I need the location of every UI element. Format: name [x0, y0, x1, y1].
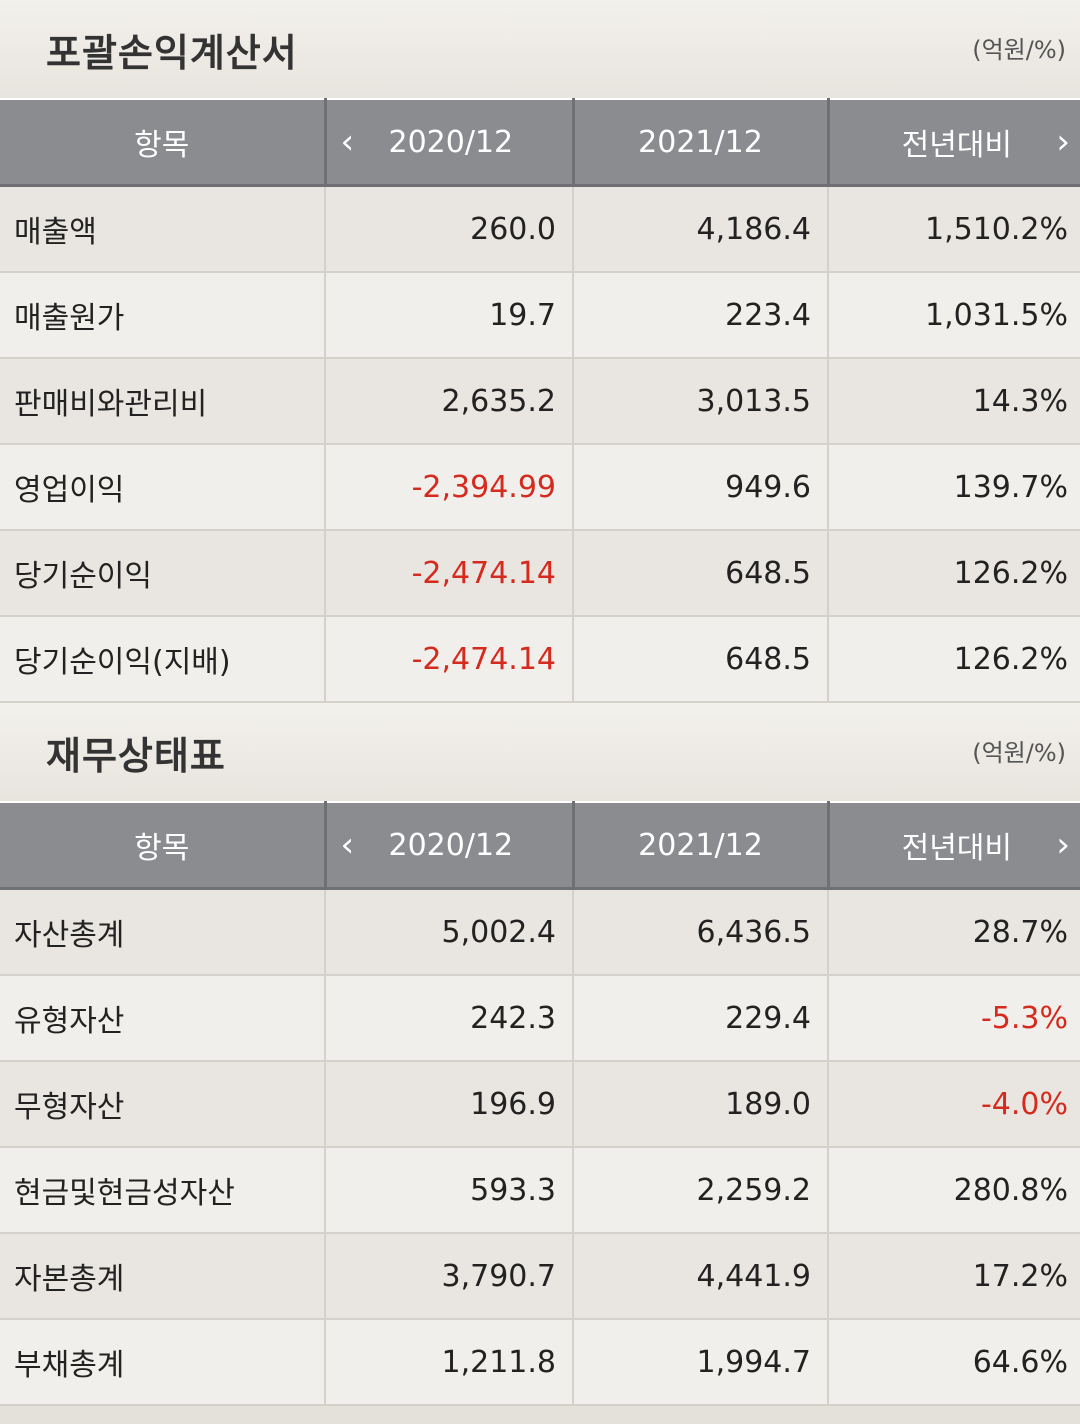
- value-yoy: 139.7%: [828, 444, 1080, 531]
- row-label: 판매비와관리비: [0, 358, 326, 445]
- value-2020: 2,635.2: [325, 358, 574, 445]
- table-row: 부채총계 1,211.8 1,994.7 64.6%: [0, 1319, 1080, 1406]
- value-2021: 648.5: [573, 616, 829, 703]
- value-2021: 4,441.9: [573, 1233, 829, 1320]
- value-yoy: -5.3%: [828, 975, 1080, 1062]
- chevron-right-icon[interactable]: ›: [1056, 122, 1070, 162]
- header-item: 항목: [0, 98, 327, 187]
- value-2021: 223.4: [573, 272, 829, 359]
- row-label: 현금및현금성자산: [0, 1147, 326, 1234]
- table-row: 무형자산 196.9 189.0 -4.0%: [0, 1061, 1080, 1148]
- table-row: 자본총계 3,790.7 4,441.9 17.2%: [0, 1233, 1080, 1320]
- row-label: 매출원가: [0, 272, 326, 359]
- balance-unit: (억원/%): [972, 739, 1066, 767]
- header-year-label: 2020/12: [388, 827, 514, 863]
- balance-section-header: 재무상태표 (억원/%): [0, 703, 1080, 801]
- header-yoy: 전년대비 ›: [828, 801, 1080, 890]
- value-yoy: 17.2%: [828, 1233, 1080, 1320]
- chevron-right-icon[interactable]: ›: [1056, 825, 1070, 865]
- table-row: 매출액 260.0 4,186.4 1,510.2%: [0, 185, 1080, 273]
- header-year-2021: 2021/12: [573, 98, 830, 187]
- value-2020: 593.3: [325, 1147, 574, 1234]
- value-yoy: 280.8%: [828, 1147, 1080, 1234]
- income-body: 매출액 260.0 4,186.4 1,510.2% 매출원가 19.7 223.4 1,03…: [0, 185, 1080, 703]
- chevron-left-icon[interactable]: ‹: [340, 122, 355, 162]
- income-table: 항목 ‹ 2020/12 2021/12 전년대비 › 매출액 260.0 4,18…: [0, 98, 1080, 703]
- value-2020: 260.0: [325, 185, 574, 273]
- table-row: 판매비와관리비 2,635.2 3,013.5 14.3%: [0, 358, 1080, 445]
- value-yoy: 28.7%: [828, 888, 1080, 976]
- value-2020: 1,211.8: [325, 1319, 574, 1406]
- income-header-row: 항목 ‹ 2020/12 2021/12 전년대비 ›: [0, 98, 1080, 187]
- value-yoy: 1,510.2%: [828, 185, 1080, 273]
- table-row: 유형자산 242.3 229.4 -5.3%: [0, 975, 1080, 1062]
- balance-title: 재무상태표: [46, 734, 226, 778]
- value-2020: 3,790.7: [325, 1233, 574, 1320]
- value-2021: 2,259.2: [573, 1147, 829, 1234]
- value-2020: -2,474.14: [325, 530, 574, 617]
- table-row: 당기순이익 -2,474.14 648.5 126.2%: [0, 530, 1080, 617]
- row-label: 당기순이익(지배): [0, 616, 326, 703]
- table-row: 영업이익 -2,394.99 949.6 139.7%: [0, 444, 1080, 531]
- table-row: 매출원가 19.7 223.4 1,031.5%: [0, 272, 1080, 359]
- value-2020: 19.7: [325, 272, 574, 359]
- value-2021: 3,013.5: [573, 358, 829, 445]
- value-2020: 5,002.4: [325, 888, 574, 976]
- value-2020: -2,394.99: [325, 444, 574, 531]
- row-label: 부채총계: [0, 1319, 326, 1406]
- balance-body: 자산총계 5,002.4 6,436.5 28.7% 유형자산 242.3 229.4 -5.…: [0, 888, 1080, 1406]
- row-label: 당기순이익: [0, 530, 326, 617]
- header-year-2021: 2021/12: [573, 801, 830, 890]
- value-yoy: 126.2%: [828, 616, 1080, 703]
- income-section-header: 포괄손익계산서 (억원/%): [0, 0, 1080, 98]
- value-2020: 196.9: [325, 1061, 574, 1148]
- value-2020: -2,474.14: [325, 616, 574, 703]
- value-yoy: 64.6%: [828, 1319, 1080, 1406]
- header-item: 항목: [0, 801, 327, 890]
- header-yoy-label: 전년대비: [901, 128, 1012, 163]
- value-yoy: 1,031.5%: [828, 272, 1080, 359]
- balance-header-row: 항목 ‹ 2020/12 2021/12 전년대비 ›: [0, 801, 1080, 890]
- value-2021: 229.4: [573, 975, 829, 1062]
- header-year-label: 2020/12: [388, 124, 514, 160]
- row-label: 유형자산: [0, 975, 326, 1062]
- value-yoy: 14.3%: [828, 358, 1080, 445]
- row-label: 자산총계: [0, 888, 326, 976]
- value-2021: 4,186.4: [573, 185, 829, 273]
- value-2021: 1,994.7: [573, 1319, 829, 1406]
- table-row: 현금및현금성자산 593.3 2,259.2 280.8%: [0, 1147, 1080, 1234]
- row-label: 무형자산: [0, 1061, 326, 1148]
- value-yoy: -4.0%: [828, 1061, 1080, 1148]
- value-2020: 242.3: [325, 975, 574, 1062]
- value-yoy: 126.2%: [828, 530, 1080, 617]
- value-2021: 648.5: [573, 530, 829, 617]
- header-year-2020: ‹ 2020/12: [325, 98, 575, 187]
- value-2021: 6,436.5: [573, 888, 829, 976]
- income-title: 포괄손익계산서: [46, 31, 298, 75]
- row-label: 매출액: [0, 185, 326, 273]
- header-year-2020: ‹ 2020/12: [325, 801, 575, 890]
- table-row: 자산총계 5,002.4 6,436.5 28.7%: [0, 888, 1080, 976]
- row-label: 자본총계: [0, 1233, 326, 1320]
- table-row: 당기순이익(지배) -2,474.14 648.5 126.2%: [0, 616, 1080, 703]
- header-yoy-label: 전년대비: [901, 831, 1012, 866]
- income-unit: (억원/%): [972, 36, 1066, 64]
- value-2021: 949.6: [573, 444, 829, 531]
- balance-table: 항목 ‹ 2020/12 2021/12 전년대비 › 자산총계 5,002.4 6…: [0, 801, 1080, 1406]
- chevron-left-icon[interactable]: ‹: [340, 825, 355, 865]
- row-label: 영업이익: [0, 444, 326, 531]
- value-2021: 189.0: [573, 1061, 829, 1148]
- header-yoy: 전년대비 ›: [828, 98, 1080, 187]
